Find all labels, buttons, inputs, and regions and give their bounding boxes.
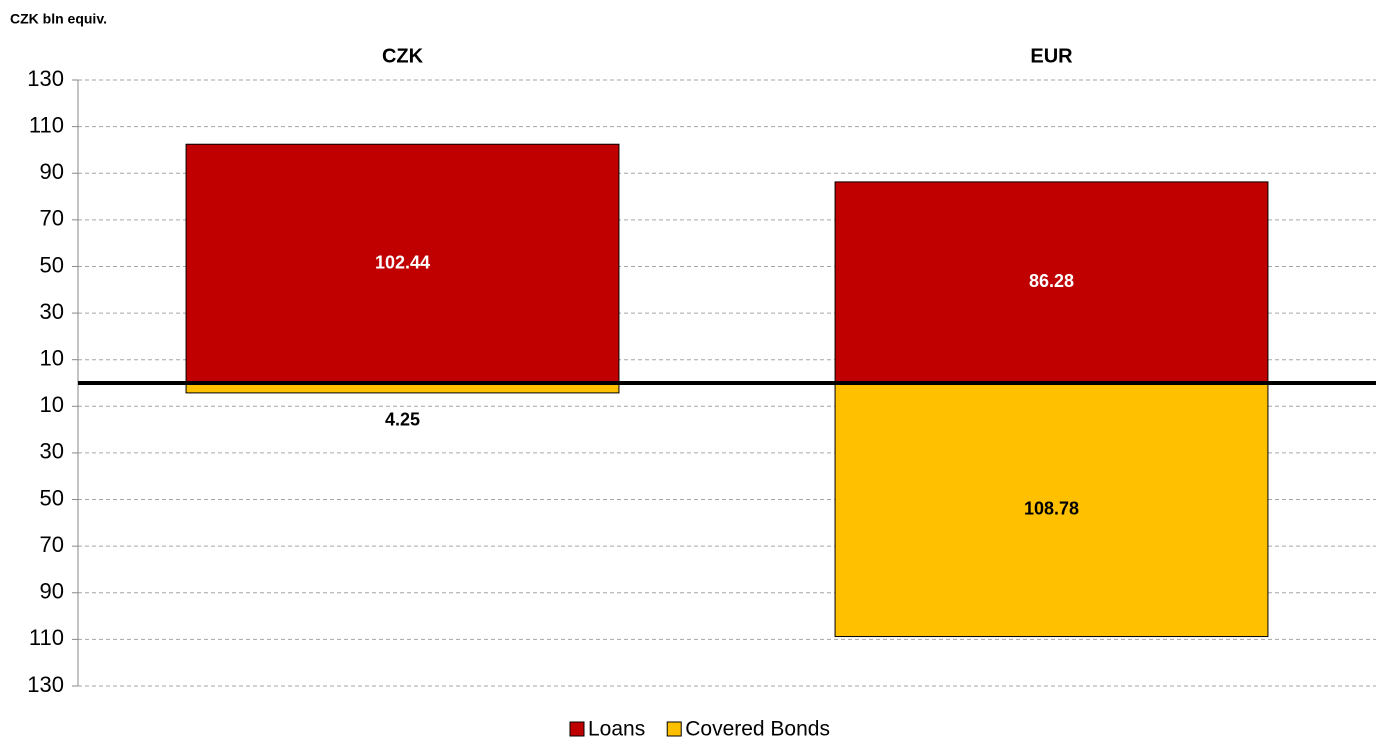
y-tick-label: 70 [40,532,64,557]
legend-swatch [666,721,682,737]
data-label: 102.44 [375,252,430,272]
y-tick-label: 10 [40,346,64,371]
y-tick-label: 10 [40,392,64,417]
category-label: CZK [382,45,424,67]
y-tick-label: 130 [27,672,64,697]
y-tick-label: 30 [40,299,64,324]
category-label: EUR [1030,45,1073,67]
y-tick-label: 110 [29,112,64,137]
y-tick-label: 50 [40,252,64,277]
y-tick-label: 110 [29,625,64,650]
legend-label: Loans [588,718,645,739]
legend-swatch [569,721,585,737]
bar [834,382,1269,638]
bar [185,143,620,384]
bar [834,181,1269,384]
data-label: 86.28 [1029,271,1074,291]
y-axis-label: CZK bln equiv. [10,11,107,27]
y-tick-label: 130 [27,66,64,91]
y-tick-label: 90 [40,159,64,184]
legend-label: Covered Bonds [685,718,830,739]
y-tick-label: 90 [40,579,64,604]
data-label: 4.25 [385,410,420,430]
y-tick-label: 70 [40,206,64,231]
y-tick-label: 30 [40,439,64,464]
y-tick-label: 50 [40,485,64,510]
data-label: 108.78 [1024,499,1079,519]
